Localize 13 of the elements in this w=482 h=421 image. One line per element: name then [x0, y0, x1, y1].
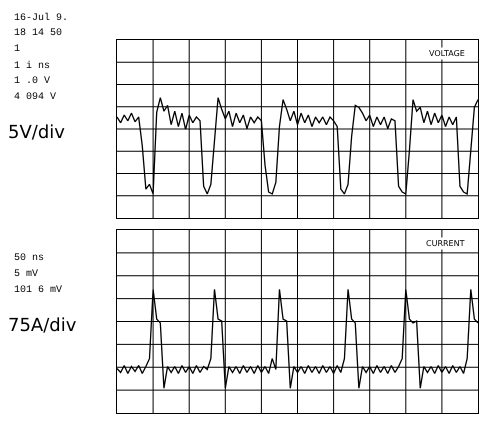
text: 1 .0 V: [14, 76, 50, 87]
chart-title: CURRENT: [426, 239, 465, 248]
text: 18 14 50: [14, 28, 62, 39]
text: 50 ns: [14, 253, 44, 264]
y-axis-title: 5V/div: [8, 122, 66, 143]
chart-title: VOLTAGE: [429, 49, 465, 58]
text: 1: [14, 44, 20, 55]
text: 16-Jul 9.: [14, 12, 68, 24]
text: 101 6 mV: [14, 285, 62, 296]
text: 5 mV: [14, 269, 38, 280]
y-axis-title: 75A/div: [8, 315, 77, 336]
text: 4 094 V: [14, 92, 56, 103]
text: 1 i ns: [14, 60, 50, 72]
